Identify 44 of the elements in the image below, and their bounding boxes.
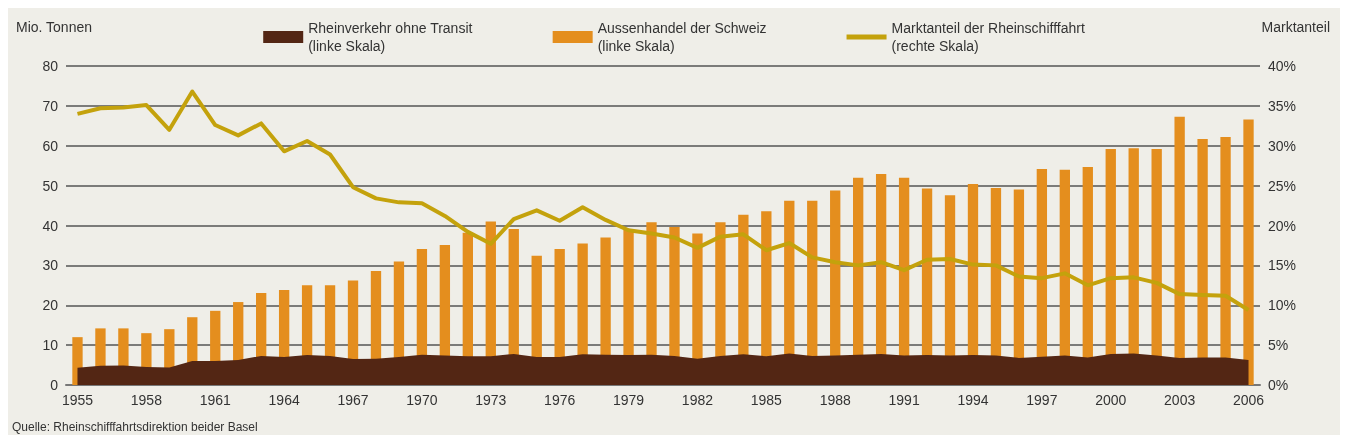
x-tick-label: 2003 xyxy=(1164,392,1196,408)
x-tick-label: 1997 xyxy=(1026,392,1058,408)
x-tick-label: 1982 xyxy=(681,392,714,408)
x-tick-label: 2006 xyxy=(1232,392,1265,408)
legend-label: Aussenhandel der Schweiz (linke Skala) xyxy=(597,20,767,54)
y-tick-label: 30 xyxy=(42,257,59,274)
x-tick-label: 1994 xyxy=(957,392,989,408)
x-tick-label: 1961 xyxy=(199,392,232,408)
y2-tick-label: 40% xyxy=(1268,58,1297,74)
y2-tick-label: 35% xyxy=(1268,97,1297,114)
y2-tick-label: 25% xyxy=(1268,177,1297,194)
y2-tick-label: 30% xyxy=(1268,137,1297,154)
y2-tick-label: 15% xyxy=(1268,257,1297,274)
x-tick-label: 1976 xyxy=(544,392,576,408)
y-tick-label: 0 xyxy=(50,377,59,393)
source-note: Quelle: Rheinschifffahrtsdirektion beider Basel xyxy=(12,420,258,434)
y2-tick-label: 5% xyxy=(1268,337,1289,354)
legend-label: Rheinverkehr ohne Transit (linke Skala) xyxy=(308,20,473,54)
y-tick-label: 60 xyxy=(42,137,59,154)
y-tick-label: 70 xyxy=(42,97,59,114)
bar xyxy=(1243,119,1254,385)
x-tick-label: 1985 xyxy=(750,392,783,408)
x-tick-label: 1970 xyxy=(406,392,438,408)
y-tick-label: 80 xyxy=(42,58,59,74)
x-tick-label: 1958 xyxy=(130,392,163,408)
y2-tick-label: 10% xyxy=(1268,297,1297,314)
x-tick-label: 1979 xyxy=(612,392,645,408)
y2-axis-title: Marktanteil xyxy=(1261,19,1330,35)
y2-tick-label: 20% xyxy=(1268,217,1297,234)
x-tick-label: 1991 xyxy=(888,392,920,408)
y-tick-label: 50 xyxy=(42,177,59,194)
y2-tick-label: 0% xyxy=(1268,377,1289,393)
x-tick-label: 1964 xyxy=(268,392,300,408)
y-tick-label: 20 xyxy=(42,297,59,314)
x-tick-label: 2000 xyxy=(1095,392,1127,408)
y-tick-label: 10 xyxy=(42,337,59,354)
x-tick-label: 1967 xyxy=(337,392,369,408)
x-tick-label: 1988 xyxy=(819,392,851,408)
y-axis-title: Mio. Tonnen xyxy=(16,19,93,35)
x-tick-label: 1973 xyxy=(475,392,507,408)
x-tick-label: 1955 xyxy=(61,392,94,408)
y-tick-label: 40 xyxy=(42,217,59,234)
legend-label: Marktanteil der Rheinschifffahrt (rechte Skala) xyxy=(891,20,1085,54)
line-series xyxy=(75,89,1251,313)
